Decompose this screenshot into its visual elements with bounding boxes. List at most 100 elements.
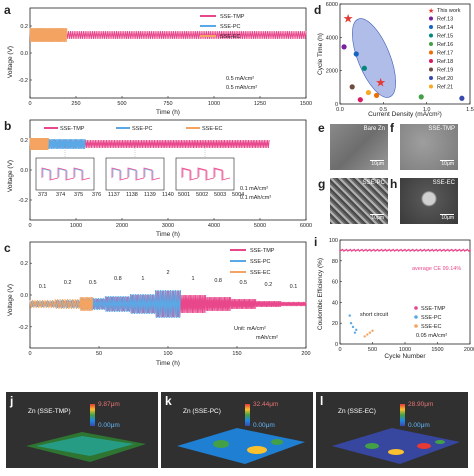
note-a-current: 0.5 mA/cm²	[226, 76, 254, 82]
point-sse-tmp	[411, 248, 414, 251]
point-ref	[418, 94, 424, 100]
rate-label: 0.5	[239, 280, 247, 286]
point-ref	[361, 65, 367, 71]
point-ref	[459, 95, 465, 101]
point-sse-tmp	[419, 248, 422, 251]
ytick-label-d: 2000	[326, 69, 338, 75]
sem-caption-g: SSE-PC	[362, 180, 385, 186]
legend-d-entry: This work	[437, 8, 461, 14]
legend-swatch-tmp	[414, 306, 418, 310]
scale-bar-f	[440, 160, 454, 161]
point-sse-ec	[371, 329, 374, 332]
inset-tick-label: 1137	[108, 192, 120, 198]
colorbar-k	[245, 404, 250, 426]
plot-frame-d	[339, 3, 471, 105]
note-b-capacity: 0.1 mAh/cm²	[240, 195, 271, 201]
inset-2	[105, 157, 165, 191]
series-sse-pc-step	[129, 293, 156, 315]
legend-marker	[429, 33, 433, 38]
xtick-label-i: 2000	[464, 347, 474, 353]
xtick-label-a: 1250	[254, 101, 266, 107]
inset-tick-label: 1138	[126, 192, 138, 198]
legend-a-tmp: SSE-TMP	[220, 14, 245, 20]
xlabel-i: Cycle Number	[384, 353, 426, 360]
point-sse-tmp	[349, 248, 352, 251]
panel-label-h: h	[390, 177, 397, 191]
topo-title-k: Zn (SSE-PC)	[183, 408, 221, 415]
panel-c: c Voltage (V) 0 50 100 150 200 0.2 0.0 -0.2 0.1…	[4, 241, 311, 367]
inset-tick-label: 5002	[196, 192, 208, 198]
ytick-label-c: 0.0	[20, 293, 28, 299]
legend-i-tmp: SSE-TMP	[421, 306, 446, 312]
ytick-label-b: 0.0	[20, 168, 28, 174]
panel-label-f: f	[390, 121, 395, 135]
topo-surface-k	[177, 428, 305, 464]
inset-tick-label: 5003	[214, 192, 226, 198]
inset-tick-label: 376	[92, 192, 101, 198]
panel-label-a: a	[4, 3, 11, 17]
scale-bar-g	[370, 214, 384, 215]
ylabel-a: Voltage (V)	[7, 46, 14, 78]
sem-scale-f: 10μm	[441, 161, 454, 167]
point-sse-tmp	[431, 248, 434, 251]
point-sse-tmp	[427, 248, 430, 251]
point-sse-tmp	[458, 248, 461, 251]
legend-d: ★ This work Ref.13 Ref.14 Ref.15 Ref.16 Ref.17…	[428, 7, 461, 91]
legend-marker	[429, 76, 433, 80]
plot-frame-a	[29, 7, 307, 99]
xtick-label-i: 0	[338, 347, 341, 353]
point-sse-tmp	[454, 248, 457, 251]
legend-c-tmp: SSE-TMP	[250, 248, 275, 254]
inset-tick-label: 5004	[232, 192, 244, 198]
xtick-label-c: 200	[301, 351, 310, 357]
point-sse-ec	[368, 331, 372, 334]
ylabel-c: Voltage (V)	[7, 284, 14, 316]
series-sse-pc	[29, 138, 86, 150]
legend-c-pc: SSE-PC	[250, 259, 271, 265]
xtick-label-i: 500	[368, 347, 377, 353]
legend-i: SSE-TMP SSE-PC SSE-EC 0.05 mA/cm²	[414, 306, 447, 339]
legend-b-tmp: SSE-TMP	[60, 126, 85, 132]
point-sse-tmp	[376, 248, 379, 251]
topo-min-k: 0.00μm	[253, 422, 275, 429]
series-sse-pc-step	[104, 295, 131, 313]
panel-label-b: b	[4, 119, 11, 133]
xlabel-d: Current Density (mA/cm²)	[368, 111, 442, 118]
legend-marker	[429, 67, 433, 72]
xtick-label-d: 0.5	[380, 107, 388, 113]
inset-3	[175, 157, 235, 191]
topo-image-j: j Zn (SSE-TMP) 9.87μm 0.00μm	[6, 392, 158, 468]
xtick-label-b: 6000	[300, 223, 312, 229]
legend-d-entry: Ref.19	[437, 68, 453, 74]
xtick-label-b: 5000	[254, 223, 266, 229]
legend-d-entry: Ref.15	[437, 34, 453, 40]
panel-a: a Voltage (V) 0 250 500 750 1000 1250 1500 0.2 0…	[4, 3, 312, 116]
point-this-work: ★	[343, 11, 354, 25]
ytick-label-a: -0.2	[19, 78, 28, 84]
topo-min-l: 0.00μm	[408, 422, 430, 429]
point-sse-tmp	[466, 248, 469, 251]
xtick-label-b: 1000	[70, 223, 82, 229]
point-sse-tmp	[469, 249, 471, 252]
this-work-ellipse	[352, 18, 396, 98]
series-sse-tmp-step	[180, 294, 207, 314]
xtick-label-d: 0.0	[336, 107, 344, 113]
legend-b-ec: SSE-EC	[202, 126, 223, 132]
xtick-label-d: 1.0	[423, 107, 431, 113]
xtick-label-b: 4000	[208, 223, 220, 229]
inset-tick-label: 374	[56, 192, 65, 198]
point-sse-tmp	[443, 248, 445, 251]
topo-surface-l	[332, 428, 460, 464]
sem-image-g: SSE-PC 10μm	[330, 178, 388, 224]
scale-bar-e	[370, 160, 384, 161]
xtick-label-a: 750	[163, 101, 172, 107]
point-sse-tmp	[380, 248, 383, 251]
ylabel-d: Cycle Time (h)	[317, 33, 324, 75]
xtick-label-a: 500	[117, 101, 126, 107]
legend-c-ec: SSE-EC	[250, 270, 271, 276]
ytick-label-i: 0	[335, 342, 338, 348]
ytick-label-i: 100	[329, 238, 338, 244]
series-sse-ec-step	[79, 296, 94, 312]
xlabel-c: Time (h)	[156, 360, 180, 367]
avg-ce-label: average CE 99.14%	[412, 266, 461, 272]
